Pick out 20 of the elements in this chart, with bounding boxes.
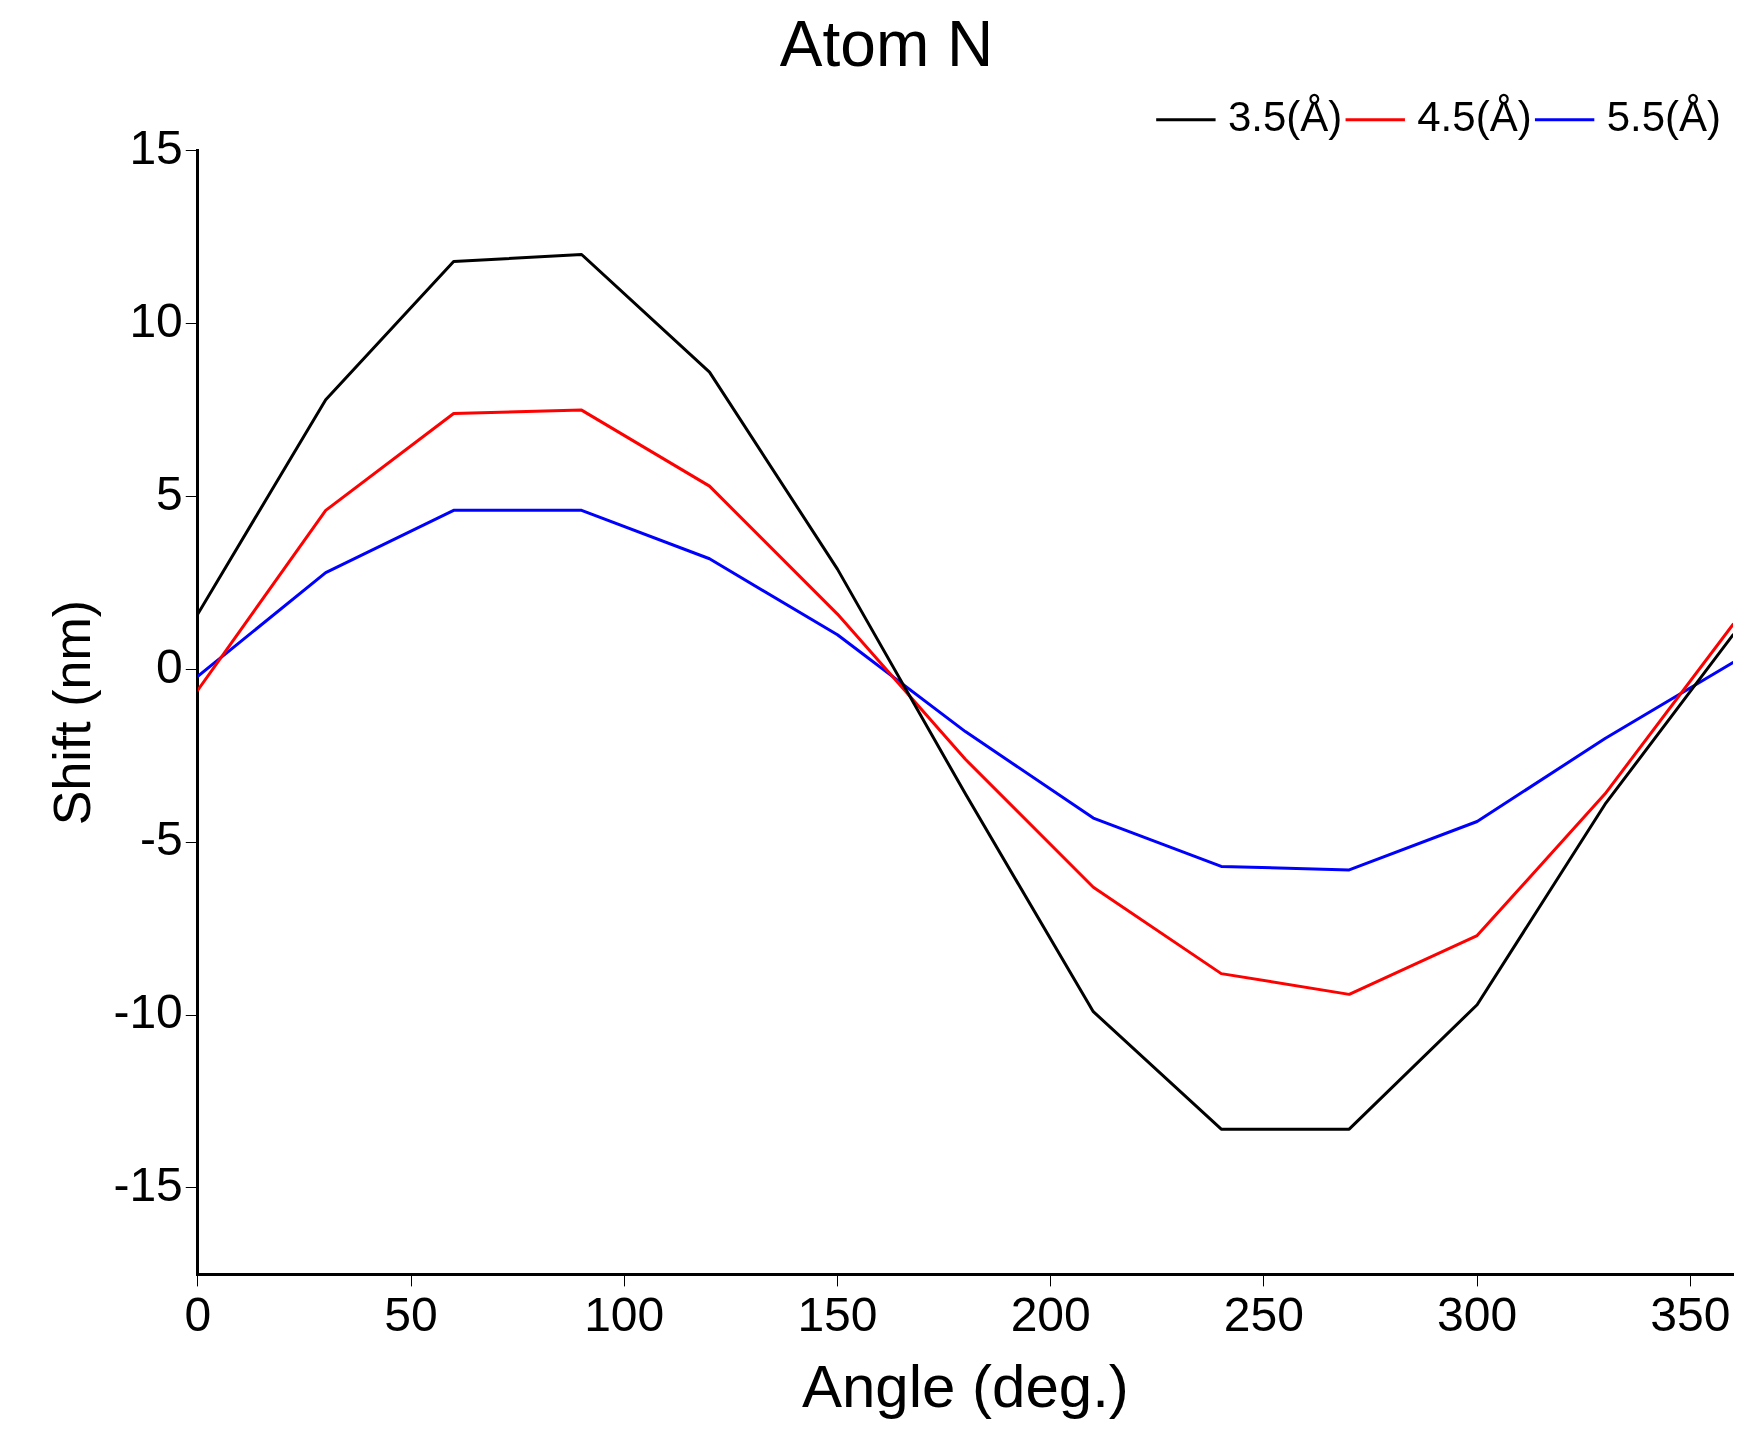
y-tick-label: -10 — [113, 985, 183, 1039]
y-tick-label: 15 — [129, 121, 183, 175]
y-tick-label: 0 — [156, 639, 183, 693]
x-tick-label: 300 — [1437, 1288, 1518, 1342]
legend-label: 3.5(Å) — [1227, 93, 1343, 141]
y-axis-title: Shift (nm) — [42, 599, 101, 826]
x-tick-label: 50 — [384, 1288, 438, 1342]
y-tick-label: 5 — [156, 466, 183, 520]
x-tick-label: 150 — [797, 1288, 878, 1342]
legend-label: 4.5(Å) — [1417, 93, 1532, 141]
y-tick-label: 10 — [129, 293, 183, 347]
x-tick-label: 200 — [1010, 1288, 1091, 1342]
legend-label: 5.5(Å) — [1606, 93, 1721, 141]
x-tick-label: 100 — [584, 1288, 665, 1342]
chart-title: Atom N — [779, 8, 994, 81]
x-tick-label: 350 — [1650, 1288, 1731, 1342]
y-tick-label: -15 — [113, 1158, 183, 1212]
x-axis-title: Angle (deg.) — [801, 1352, 1129, 1420]
x-tick-label: 250 — [1223, 1288, 1304, 1342]
y-tick-label: -5 — [140, 812, 183, 866]
